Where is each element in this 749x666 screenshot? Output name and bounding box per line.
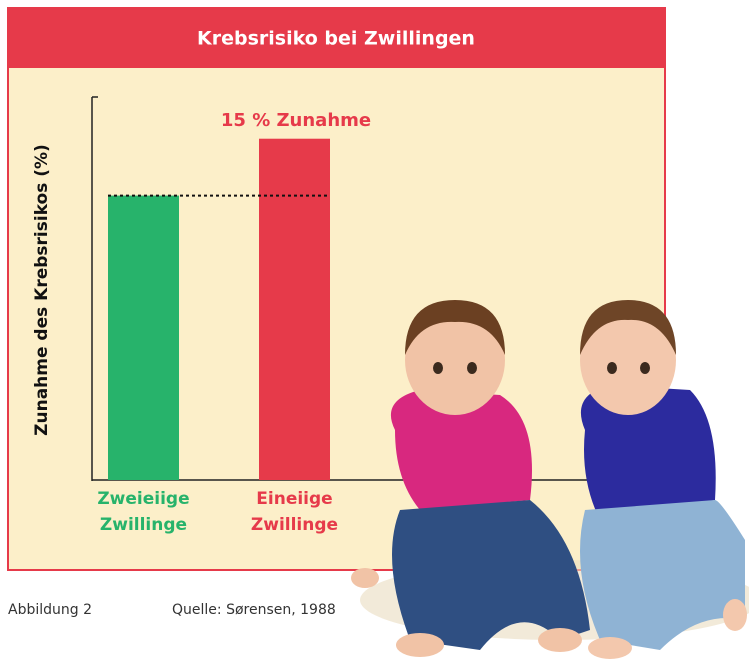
title-bar (8, 8, 665, 68)
x-tick-label: Eineiige Zwillinge (250, 489, 339, 535)
annotation: 15 % Zunahme (221, 110, 371, 131)
source: Quelle: Sørensen, 1988 (172, 602, 336, 618)
x-tick-label: Zweieiige Zwillinge (97, 489, 190, 535)
bars (108, 138, 330, 480)
twins-photo (351, 300, 749, 659)
chart-title: Krebsrisiko bei Zwillingen (197, 28, 475, 50)
figure-label: Abbildung 2 (8, 602, 92, 618)
y-axis-label: Zunahme des Krebsrisikos (%) (32, 144, 52, 436)
bar (108, 195, 179, 480)
bar (259, 138, 330, 480)
